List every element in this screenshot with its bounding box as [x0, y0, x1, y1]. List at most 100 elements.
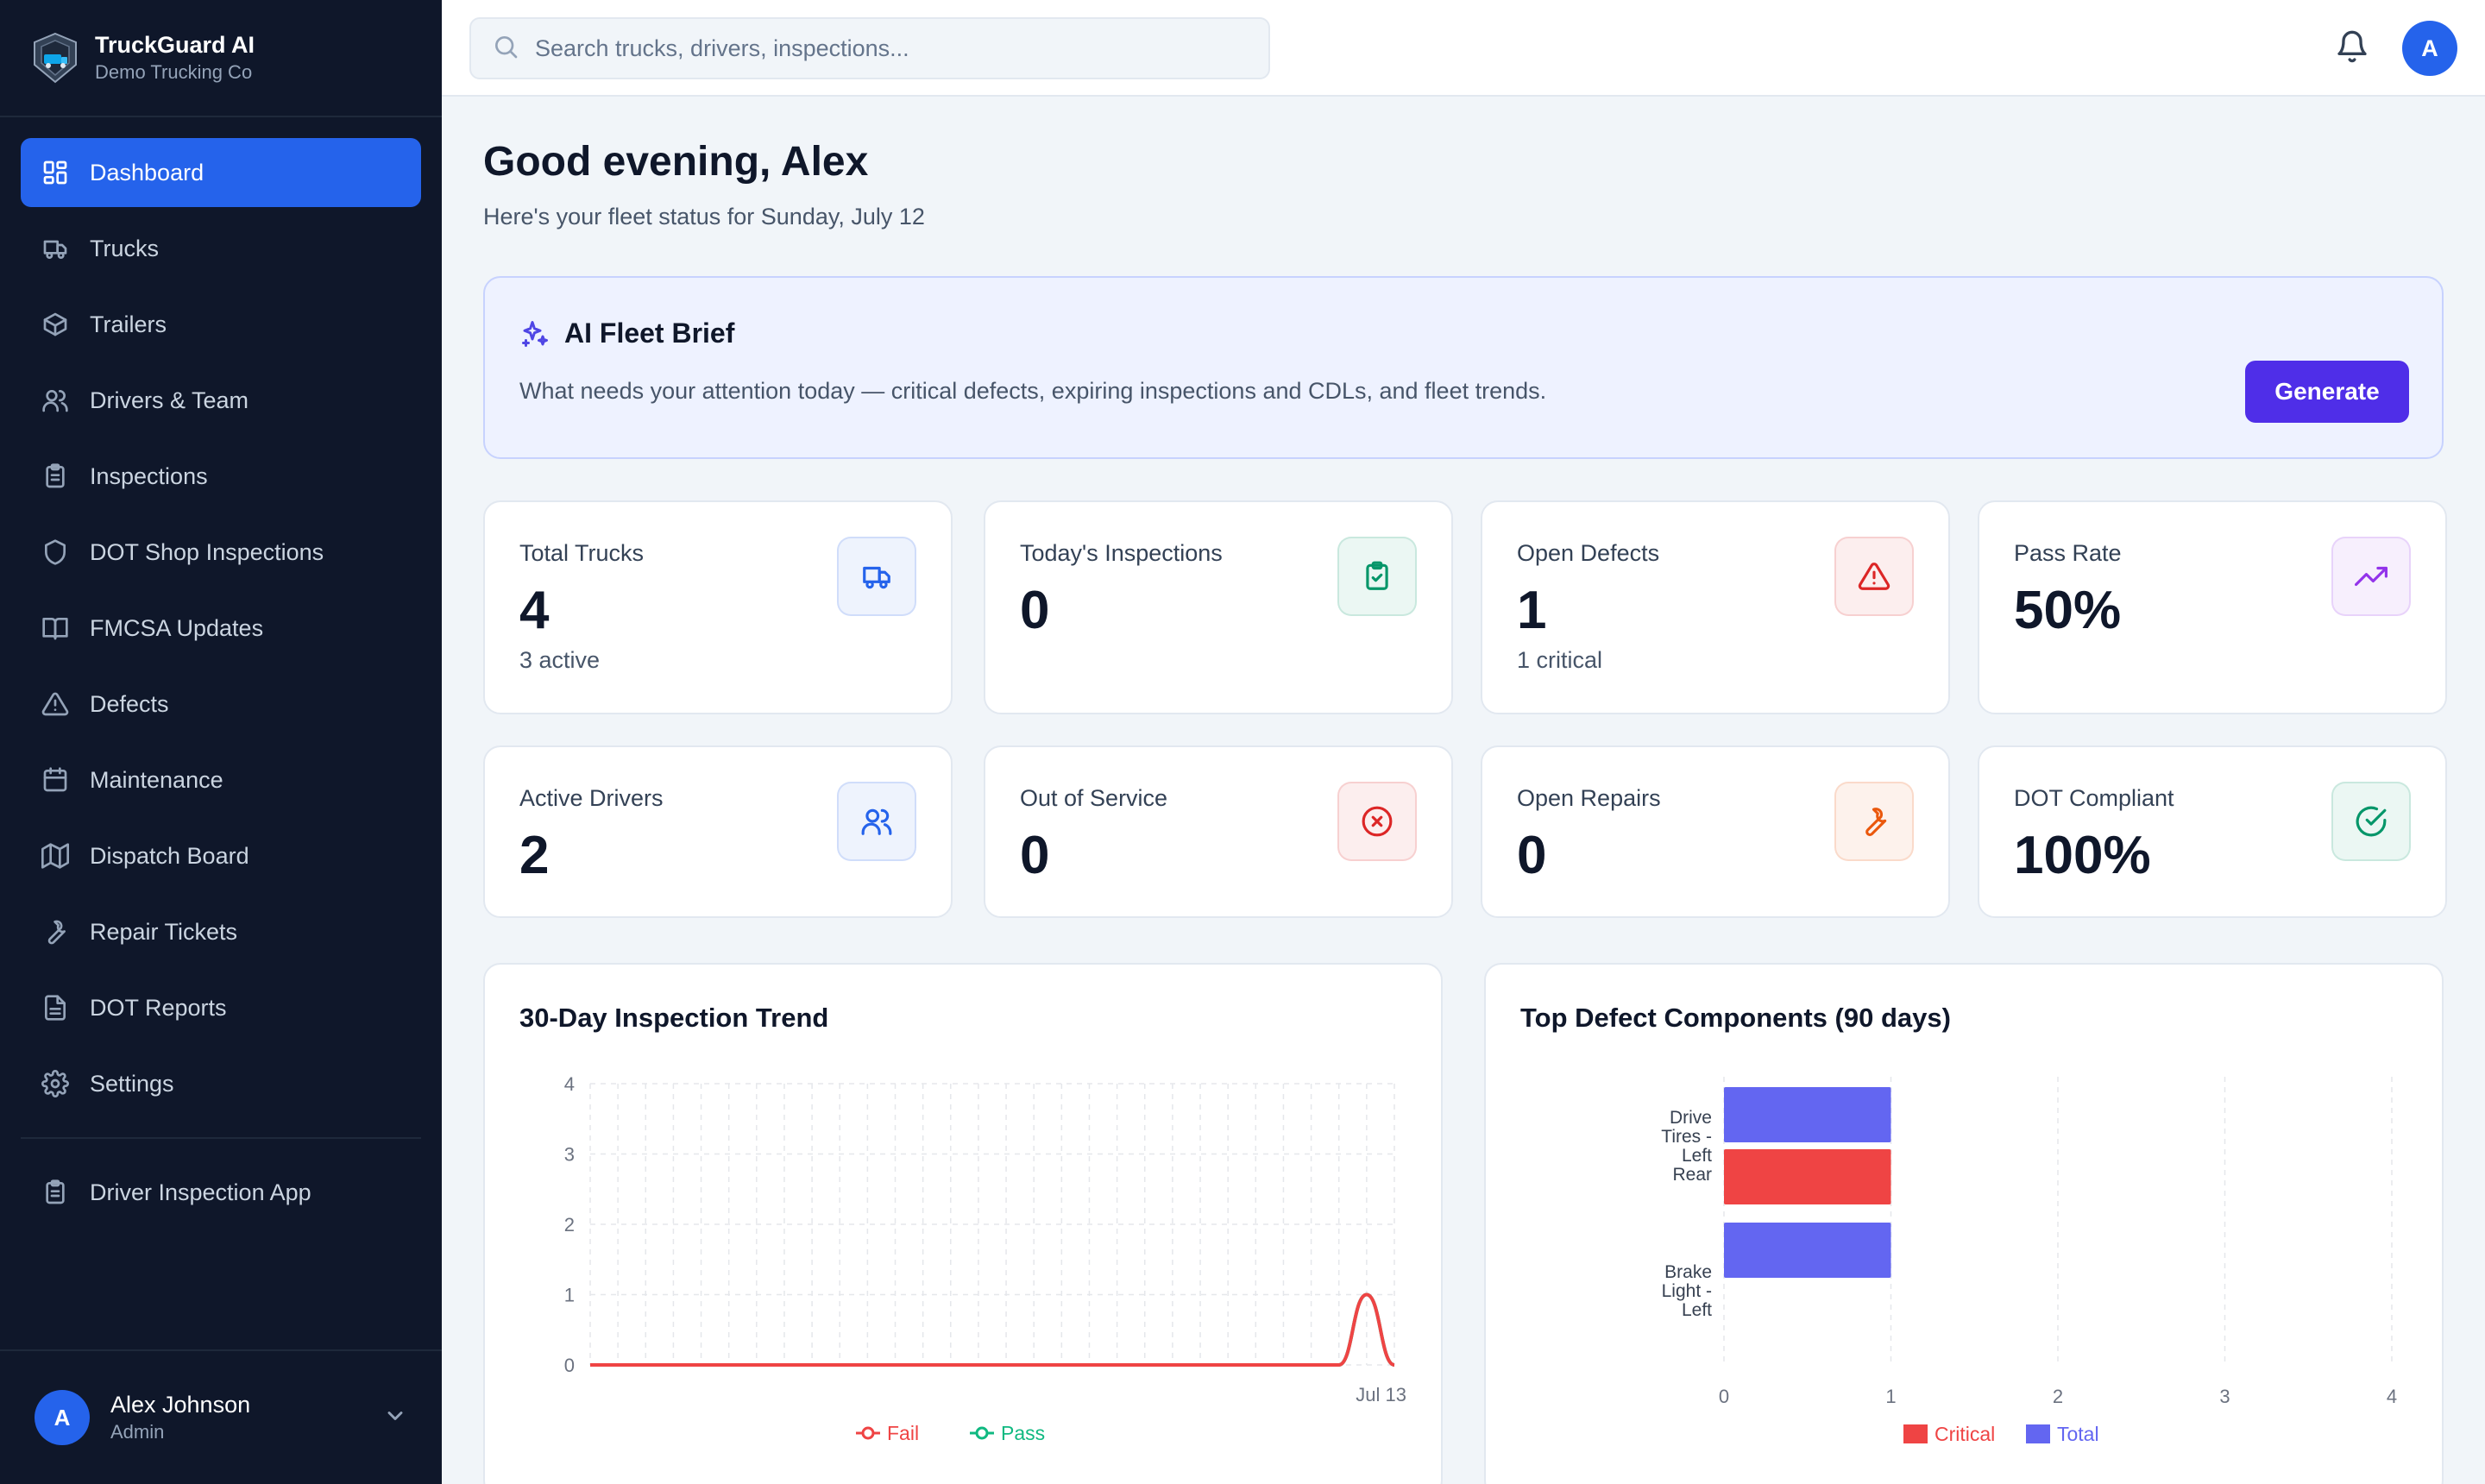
- user-role: Admin: [110, 1421, 165, 1443]
- logo-icon: [34, 32, 77, 84]
- sidebar-item-dot-shop-inspections[interactable]: DOT Shop Inspections: [21, 518, 421, 587]
- stat-value: 1: [1517, 581, 1547, 640]
- box-icon: [41, 311, 69, 338]
- ai-fleet-brief: AI Fleet Brief What needs your attention…: [483, 276, 2444, 459]
- sidebar-item-drivers-team[interactable]: Drivers & Team: [21, 366, 421, 435]
- legend-item-critical[interactable]: Critical: [1903, 1423, 1995, 1445]
- sidebar-item-label: Dashboard: [90, 159, 204, 186]
- sidebar-item-trucks[interactable]: Trucks: [21, 214, 421, 283]
- legend-item-total[interactable]: Total: [2026, 1423, 2099, 1445]
- sidebar-item-label: Drivers & Team: [90, 387, 249, 413]
- stat-card-pass-rate[interactable]: Pass Rate 50%: [1978, 500, 2447, 714]
- sidebar-item-dashboard[interactable]: Dashboard: [21, 138, 421, 207]
- legend-item-fail[interactable]: Fail: [856, 1422, 919, 1444]
- legend-item-pass[interactable]: Pass: [970, 1422, 1045, 1444]
- y-tick-label: 4: [564, 1073, 575, 1095]
- clipboard-check-icon: [1337, 537, 1417, 616]
- wrench-icon: [41, 918, 69, 946]
- grid: [589, 1083, 1395, 1366]
- sparkles-icon: [522, 320, 548, 347]
- sidebar-item-maintenance[interactable]: Maintenance: [21, 745, 421, 814]
- y-tick-label: 1: [564, 1285, 575, 1306]
- legend-label: Fail: [887, 1422, 919, 1444]
- brand[interactable]: TruckGuard AI Demo Trucking Co: [0, 0, 442, 117]
- legend-label: Critical: [1935, 1423, 1995, 1445]
- brief-title: AI Fleet Brief: [564, 318, 735, 349]
- page-subtitle: Here's your fleet status for Sunday, Jul…: [483, 204, 925, 230]
- inspection-trend-panel: 30-Day Inspection Trend 0 1 2 3 4 Jul 13 Fail P…: [483, 963, 1443, 1484]
- user-menu[interactable]: A Alex Johnson Admin: [0, 1349, 442, 1484]
- clipboard-icon: [41, 462, 69, 490]
- sidebar-item-label: DOT Reports: [90, 994, 227, 1021]
- bar-critical[interactable]: [1724, 1149, 1891, 1204]
- sidebar-item-defects[interactable]: Defects: [21, 670, 421, 739]
- sidebar-item-repair-tickets[interactable]: Repair Tickets: [21, 897, 421, 966]
- series-line-pass: [589, 1292, 1395, 1367]
- topbar: A: [442, 0, 2485, 97]
- legend-label: Total: [2057, 1423, 2099, 1445]
- y-tick-label: 0: [564, 1355, 575, 1376]
- stat-label: Open Repairs: [1517, 785, 1661, 811]
- bell-icon[interactable]: [2335, 29, 2369, 68]
- sidebar-item-driver-inspection-app[interactable]: Driver Inspection App: [21, 1158, 421, 1227]
- x-circle-icon: [1337, 782, 1417, 861]
- stat-label: Active Drivers: [519, 785, 664, 811]
- x-tick-label: 2: [2053, 1386, 2063, 1407]
- top-defects-chart: 0 1 2 3 4 Drive Tires -Left Rear Brake Light -Lef…: [1661, 1077, 2397, 1445]
- sidebar-item-settings[interactable]: Settings: [21, 1049, 421, 1118]
- stat-card-dot-compliant[interactable]: DOT Compliant 100%: [1978, 745, 2447, 918]
- stat-value: 0: [1517, 826, 1547, 885]
- search-icon: [492, 33, 519, 65]
- stat-card-open-defects[interactable]: Open Defects 1 1 critical: [1481, 500, 1950, 714]
- search-input[interactable]: [535, 35, 1242, 62]
- search-box[interactable]: [469, 17, 1270, 79]
- sidebar-item-fmcsa-updates[interactable]: FMCSA Updates: [21, 594, 421, 663]
- stat-card-open-repairs[interactable]: Open Repairs 0: [1481, 745, 1950, 918]
- y-tick-label: 3: [564, 1144, 575, 1166]
- shield-icon: [41, 538, 69, 566]
- avatar[interactable]: A: [2402, 21, 2457, 76]
- y-tick-label: Drive Tires -Left Rear: [1661, 1108, 1712, 1185]
- clipboard-icon: [41, 1179, 69, 1206]
- brief-heading: AI Fleet Brief: [519, 318, 734, 349]
- stat-sub: 1 critical: [1517, 647, 1603, 673]
- stat-card-total-trucks[interactable]: Total Trucks 4 3 active: [483, 500, 953, 714]
- user-name: Alex Johnson: [110, 1392, 251, 1418]
- chart-title: Top Defect Components (90 days): [1520, 1003, 1951, 1033]
- users-icon: [41, 387, 69, 414]
- sidebar-item-inspections[interactable]: Inspections: [21, 442, 421, 511]
- stat-value: 100%: [2014, 826, 2151, 885]
- stat-card-today-s-inspections[interactable]: Today's Inspections 0: [984, 500, 1453, 714]
- stat-value: 0: [1020, 581, 1050, 640]
- y-tick-label: Brake Light -Left: [1662, 1262, 1713, 1320]
- trending-up-icon: [2331, 537, 2411, 616]
- truck-icon: [837, 537, 916, 616]
- stat-label: Open Defects: [1517, 540, 1660, 566]
- stat-card-out-of-service[interactable]: Out of Service 0: [984, 745, 1453, 918]
- inspection-trend-chart: 0 1 2 3 4 Jul 13 Fail Pass: [564, 1073, 1406, 1444]
- stat-card-active-drivers[interactable]: Active Drivers 2: [483, 745, 953, 918]
- sidebar-item-label: Maintenance: [90, 766, 223, 793]
- bar-total[interactable]: [1724, 1087, 1891, 1142]
- sidebar-item-label: Trailers: [90, 311, 167, 337]
- calendar-icon: [41, 766, 69, 794]
- app-name: TruckGuard AI: [95, 32, 255, 58]
- bar-total[interactable]: [1724, 1223, 1891, 1278]
- sidebar-item-label: Dispatch Board: [90, 842, 249, 869]
- wrench-icon: [1834, 782, 1914, 861]
- chevron-down-icon[interactable]: [383, 1404, 407, 1432]
- stat-label: Pass Rate: [2014, 540, 2122, 566]
- generate-button[interactable]: Generate: [2245, 361, 2409, 423]
- x-tick-label: 3: [2219, 1386, 2230, 1407]
- sidebar-item-trailers[interactable]: Trailers: [21, 290, 421, 359]
- stat-value: 50%: [2014, 581, 2122, 640]
- stat-label: Out of Service: [1020, 785, 1168, 811]
- sidebar-item-label: FMCSA Updates: [90, 614, 264, 641]
- y-tick-label: 2: [564, 1214, 575, 1236]
- sidebar-item-dot-reports[interactable]: DOT Reports: [21, 973, 421, 1042]
- series-line-fail: [589, 1292, 1395, 1367]
- sidebar-item-dispatch-board[interactable]: Dispatch Board: [21, 821, 421, 890]
- company-name: Demo Trucking Co: [95, 61, 253, 83]
- sidebar-item-label: Settings: [90, 1070, 174, 1097]
- sidebar-item-label: Inspections: [90, 462, 208, 489]
